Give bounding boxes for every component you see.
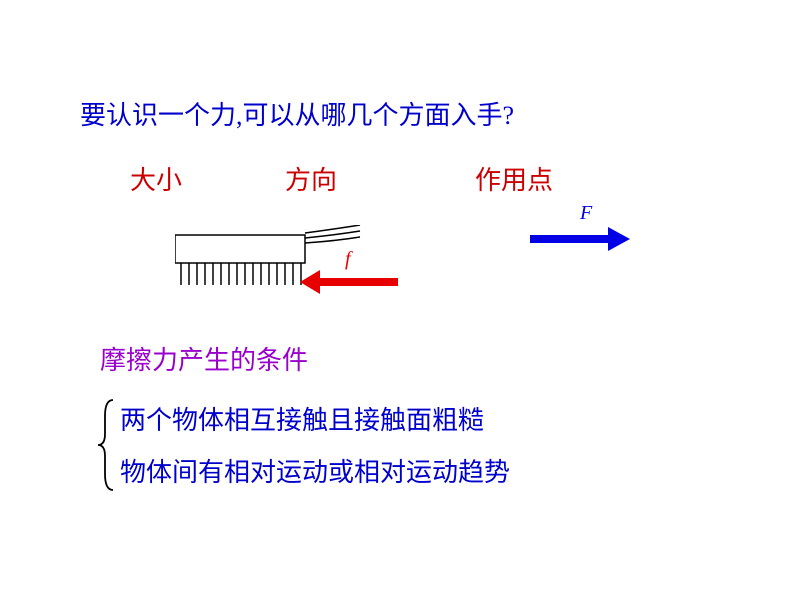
- friction-arrow: [300, 268, 410, 303]
- aspect-point: 作用点: [475, 160, 553, 197]
- friction-conditions-title: 摩擦力产生的条件: [100, 340, 308, 377]
- condition-2: 物体间有相对运动或相对运动趋势: [120, 452, 510, 489]
- aspect-direction: 方向: [285, 160, 337, 197]
- aspect-size: 大小: [130, 160, 182, 197]
- force-arrow: [525, 225, 635, 260]
- brace-icon: [95, 398, 117, 498]
- condition-1: 两个物体相互接触且接触面粗糙: [120, 400, 484, 437]
- friction-label: f: [345, 248, 351, 271]
- title-question: 要认识一个力,可以从哪几个方面入手?: [80, 95, 514, 132]
- force-label: F: [580, 202, 592, 225]
